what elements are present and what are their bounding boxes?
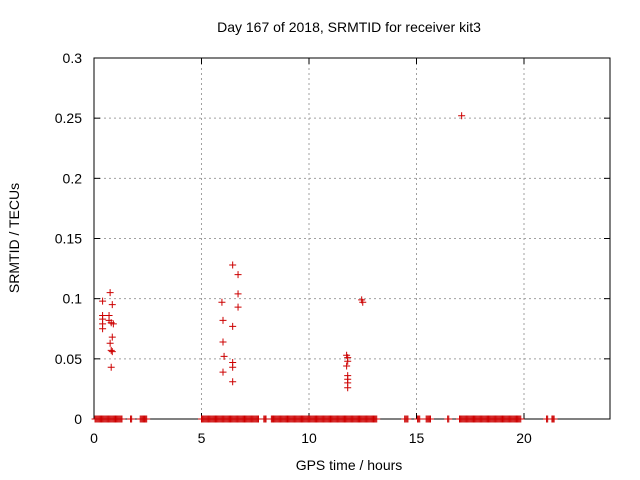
y-tick-label: 0.3 (63, 50, 83, 66)
y-tick-label: 0.15 (55, 231, 82, 247)
data-point (229, 378, 237, 386)
x-axis-label: GPS time / hours (296, 457, 403, 473)
y-tick-label: 0.2 (63, 170, 83, 186)
data-point-zero (373, 415, 381, 423)
data-point (344, 384, 352, 392)
data-points (91, 112, 558, 423)
data-point (458, 112, 466, 120)
grid (94, 58, 610, 419)
data-point-zero (404, 415, 412, 423)
data-point (229, 322, 237, 330)
y-tick-label: 0 (74, 411, 82, 427)
chart-title: Day 167 of 2018, SRMTID for receiver kit… (217, 19, 481, 35)
x-tick-label: 15 (409, 430, 425, 446)
data-point (106, 339, 114, 347)
data-point-zero (416, 415, 424, 423)
data-point (106, 289, 114, 297)
y-tick-label: 0.05 (55, 351, 82, 367)
data-point (220, 352, 228, 360)
y-tick-label: 0.25 (55, 110, 82, 126)
x-tick-label: 5 (198, 430, 206, 446)
y-axis-label: SRMTID / TECUs (6, 183, 22, 293)
data-point-zero (550, 415, 558, 423)
x-tick-label: 20 (516, 430, 532, 446)
data-point (234, 303, 242, 311)
data-point (99, 297, 107, 305)
x-tick-label: 10 (301, 430, 317, 446)
data-point (109, 320, 117, 328)
data-point (229, 261, 237, 269)
data-point-zero (128, 415, 136, 423)
plot-frame (93, 57, 611, 420)
data-point (108, 348, 116, 356)
data-point (219, 338, 227, 346)
data-point (234, 271, 242, 279)
data-point (343, 362, 351, 370)
data-point (107, 346, 115, 354)
data-point (108, 301, 116, 309)
data-point (359, 298, 367, 306)
data-point-zero (426, 415, 434, 423)
data-point (234, 290, 242, 298)
data-point-zero (517, 415, 525, 423)
data-point (107, 363, 115, 371)
data-point-zero (445, 415, 453, 423)
data-point-zero (143, 415, 151, 423)
data-point (108, 333, 116, 341)
axis-ticks: 0 0.05 0.1 0.15 0.2 0.25 0.3 0 5 10 15 20 (55, 50, 610, 446)
data-point (219, 368, 227, 376)
data-point (229, 363, 237, 371)
data-point (219, 316, 227, 324)
data-point (99, 325, 107, 333)
x-tick-label: 0 (90, 430, 98, 446)
data-point-zero (118, 415, 126, 423)
data-point (344, 357, 352, 365)
y-tick-label: 0.1 (63, 291, 83, 307)
data-point (218, 298, 226, 306)
